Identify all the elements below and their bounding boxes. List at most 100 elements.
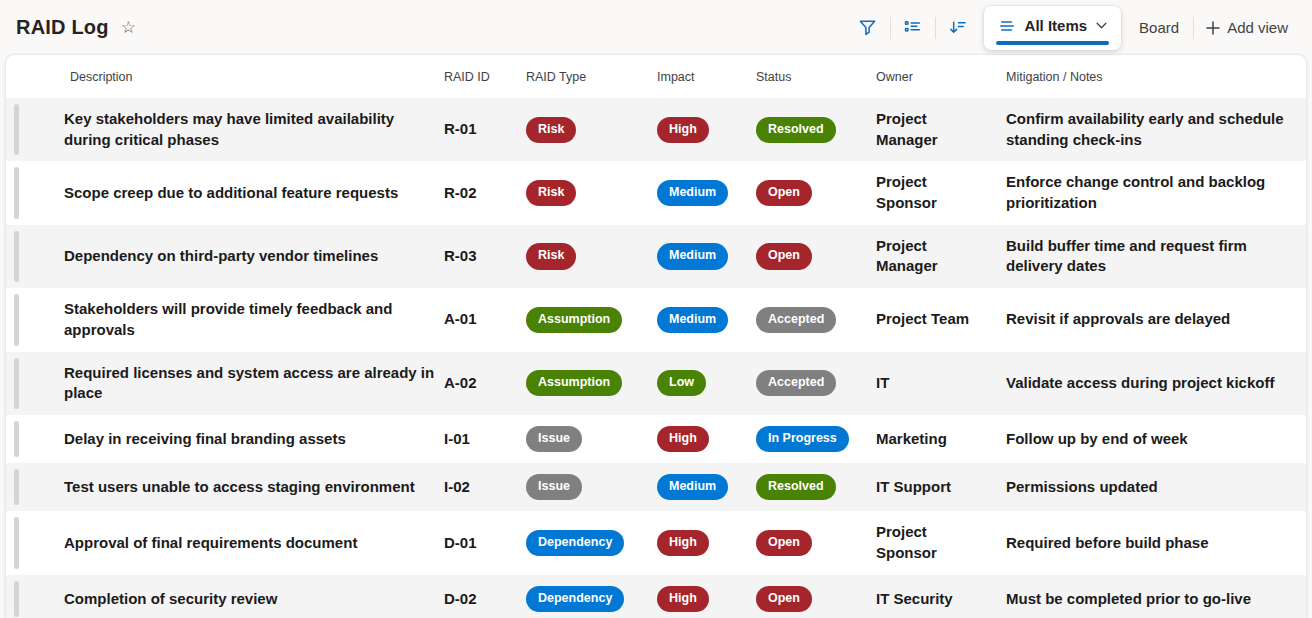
column-header-owner[interactable]: Owner [876, 70, 1006, 84]
raid-type-cell[interactable]: Assumption [526, 359, 657, 407]
status-cell[interactable]: Resolved [756, 106, 876, 154]
impact-cell[interactable]: Medium [657, 232, 756, 280]
raid-type-cell[interactable]: Dependency [526, 575, 657, 618]
table-row[interactable]: Stakeholders will provide timely feedbac… [6, 288, 1306, 351]
status-badge: Open [756, 243, 812, 269]
tab-all-items[interactable]: All Items [984, 6, 1122, 50]
table-row[interactable]: Test users unable to access staging envi… [6, 463, 1306, 511]
description-cell[interactable]: Test users unable to access staging envi… [64, 466, 444, 509]
row-drag-handle[interactable] [14, 469, 19, 505]
owner-cell[interactable]: IT Security [876, 578, 1006, 618]
row-drag-handle[interactable] [14, 421, 19, 457]
description-cell[interactable]: Dependency on third-party vendor timelin… [64, 235, 444, 278]
raid-id-cell[interactable]: A-02 [444, 362, 526, 405]
raid-type-badge: Dependency [526, 586, 624, 612]
add-view-button[interactable]: Add view [1196, 8, 1298, 48]
favorite-star-icon[interactable]: ☆ [121, 19, 136, 36]
status-cell[interactable]: Accepted [756, 359, 876, 407]
owner-cell[interactable]: Project Sponsor [876, 161, 1006, 224]
status-cell[interactable]: Accepted [756, 296, 876, 344]
tab-board[interactable]: Board [1127, 8, 1191, 48]
row-drag-handle[interactable] [14, 294, 19, 345]
row-drag-handle[interactable] [14, 231, 19, 282]
raid-type-cell[interactable]: Issue [526, 463, 657, 511]
raid-id-cell[interactable]: D-02 [444, 578, 526, 618]
owner-cell[interactable]: IT [876, 362, 1006, 405]
row-drag-handle[interactable] [14, 358, 19, 409]
raid-id-cell[interactable]: R-01 [444, 108, 526, 151]
description-cell[interactable]: Key stakeholders may have limited availa… [64, 98, 444, 161]
column-header-description[interactable]: Description [64, 70, 444, 84]
table-row[interactable]: Dependency on third-party vendor timelin… [6, 225, 1306, 288]
mitigation-notes-cell[interactable]: Enforce change control and backlog prior… [1006, 161, 1306, 224]
owner-cell[interactable]: Project Manager [876, 98, 1006, 161]
raid-id-cell[interactable]: R-03 [444, 235, 526, 278]
column-header-impact[interactable]: Impact [657, 70, 756, 84]
status-cell[interactable]: Open [756, 519, 876, 567]
impact-cell[interactable]: Low [657, 359, 756, 407]
mitigation-notes-cell[interactable]: Required before build phase [1006, 522, 1306, 565]
status-cell[interactable]: In Progress [756, 415, 876, 463]
status-cell[interactable]: Resolved [756, 463, 876, 511]
mitigation-notes-cell[interactable]: Confirm availability early and schedule … [1006, 98, 1306, 161]
mitigation-notes-cell[interactable]: Must be completed prior to go-live [1006, 578, 1306, 618]
multiselect-button[interactable] [893, 9, 933, 47]
description-cell[interactable]: Completion of security review [64, 578, 444, 618]
top-bar: RAID Log ☆ [0, 0, 1312, 55]
row-drag-handle[interactable] [14, 581, 19, 617]
raid-type-cell[interactable]: Risk [526, 106, 657, 154]
table-row[interactable]: Delay in receiving final branding assets… [6, 415, 1306, 463]
owner-cell[interactable]: Project Manager [876, 225, 1006, 288]
impact-cell[interactable]: High [657, 575, 756, 618]
raid-id-cell[interactable]: I-01 [444, 418, 526, 461]
status-cell[interactable]: Open [756, 169, 876, 217]
impact-cell[interactable]: Medium [657, 463, 756, 511]
column-header-mitigation[interactable]: Mitigation / Notes [1006, 70, 1306, 84]
description-cell[interactable]: Delay in receiving final branding assets [64, 418, 444, 461]
impact-cell[interactable]: High [657, 415, 756, 463]
raid-type-cell[interactable]: Dependency [526, 519, 657, 567]
impact-cell[interactable]: Medium [657, 169, 756, 217]
table-row[interactable]: Key stakeholders may have limited availa… [6, 98, 1306, 161]
table-row[interactable]: Approval of final requirements document … [6, 511, 1306, 574]
table-row[interactable]: Scope creep due to additional feature re… [6, 161, 1306, 224]
status-cell[interactable]: Open [756, 575, 876, 618]
status-cell[interactable]: Open [756, 232, 876, 280]
mitigation-notes-cell[interactable]: Validate access during project kickoff [1006, 362, 1306, 405]
row-handle-cell [6, 288, 64, 351]
mitigation-notes-cell[interactable]: Permissions updated [1006, 466, 1306, 509]
description-cell[interactable]: Approval of final requirements document [64, 522, 444, 565]
sort-button[interactable] [938, 9, 978, 47]
column-header-status[interactable]: Status [756, 70, 876, 84]
owner-cell[interactable]: Project Team [876, 298, 1006, 341]
column-header-raid-id[interactable]: RAID ID [444, 70, 526, 84]
impact-cell[interactable]: High [657, 106, 756, 154]
description-cell[interactable]: Scope creep due to additional feature re… [64, 172, 444, 215]
raid-type-cell[interactable]: Risk [526, 232, 657, 280]
raid-id-cell[interactable]: R-02 [444, 172, 526, 215]
impact-cell[interactable]: Medium [657, 296, 756, 344]
row-drag-handle[interactable] [14, 167, 19, 218]
description-cell[interactable]: Stakeholders will provide timely feedbac… [64, 288, 444, 351]
raid-type-cell[interactable]: Assumption [526, 296, 657, 344]
filter-button[interactable] [848, 9, 888, 47]
mitigation-notes-cell[interactable]: Build buffer time and request firm deliv… [1006, 225, 1306, 288]
table-row[interactable]: Required licenses and system access are … [6, 352, 1306, 415]
raid-type-cell[interactable]: Issue [526, 415, 657, 463]
column-header-raid-type[interactable]: RAID Type [526, 70, 657, 84]
row-drag-handle[interactable] [14, 517, 19, 568]
table-row[interactable]: Completion of security review D-02 Depen… [6, 575, 1306, 618]
owner-cell[interactable]: Project Sponsor [876, 511, 1006, 574]
raid-id-cell[interactable]: A-01 [444, 298, 526, 341]
mitigation-notes-cell[interactable]: Revisit if approvals are delayed [1006, 298, 1306, 341]
raid-type-cell[interactable]: Risk [526, 169, 657, 217]
raid-id-cell[interactable]: D-01 [444, 522, 526, 565]
raid-id-cell[interactable]: I-02 [444, 466, 526, 509]
mitigation-notes-cell[interactable]: Follow up by end of week [1006, 418, 1306, 461]
owner-cell[interactable]: Marketing [876, 418, 1006, 461]
owner-cell[interactable]: IT Support [876, 466, 1006, 509]
row-handle-cell [6, 511, 64, 574]
impact-cell[interactable]: High [657, 519, 756, 567]
row-drag-handle[interactable] [14, 104, 19, 155]
description-cell[interactable]: Required licenses and system access are … [64, 352, 444, 415]
